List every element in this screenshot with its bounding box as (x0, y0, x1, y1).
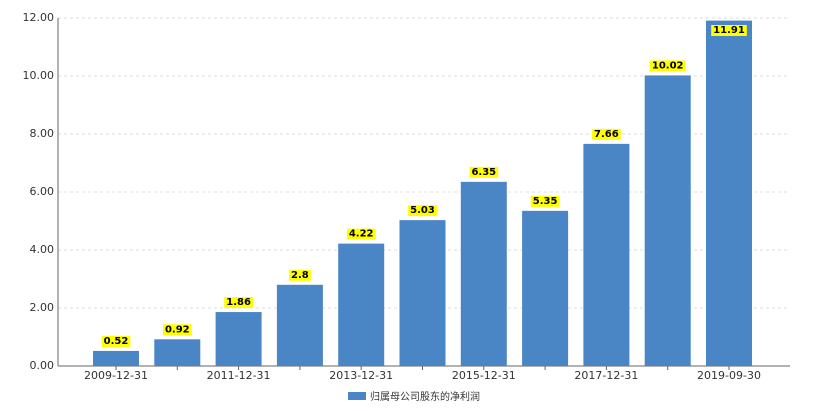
bar (522, 210, 569, 366)
bar (276, 284, 323, 366)
value-label: 1.86 (226, 297, 251, 308)
value-label: 0.92 (165, 324, 190, 335)
y-tick-label: 8.00 (30, 127, 55, 140)
value-label-bg (711, 25, 747, 36)
legend-label: 归属母公司股东的净利润 (370, 390, 480, 403)
value-label: 2.8 (291, 270, 309, 281)
value-label-group: 4.22 (346, 228, 376, 240)
value-label-group: 7.66 (592, 128, 621, 140)
value-label-group: 5.35 (530, 195, 560, 207)
value-label: 5.03 (410, 205, 435, 216)
y-tick-label: 0.00 (30, 359, 55, 372)
value-label: 4.22 (349, 229, 374, 240)
value-label-bg (649, 60, 686, 72)
y-tick-label: 10.00 (23, 69, 55, 82)
x-tick-label: 2011-12-31 (207, 369, 271, 382)
value-label-bg (224, 297, 253, 309)
value-label: 6.35 (471, 167, 496, 178)
x-tick-label: 2019-09-30 (697, 369, 761, 382)
y-tick-label: 12.00 (23, 11, 55, 24)
x-tick-label: 2013-12-31 (329, 369, 393, 382)
bar (215, 312, 262, 366)
x-tick-label: 2015-12-31 (452, 369, 516, 382)
value-label-group: 2.8 (289, 269, 311, 281)
y-tick-label: 4.00 (30, 243, 55, 256)
value-label-bg (162, 324, 192, 336)
bar (338, 243, 385, 366)
bar (644, 75, 691, 367)
bar (399, 220, 446, 366)
value-label-bg (101, 335, 131, 347)
legend-swatch (348, 392, 366, 400)
y-tick-label: 6.00 (30, 185, 55, 198)
value-label-group: 5.03 (408, 205, 437, 217)
value-label-group: 10.02 (649, 60, 686, 72)
value-label: 5.35 (533, 196, 558, 207)
value-label-bg (530, 195, 560, 207)
bar (460, 181, 507, 366)
value-label-bg (346, 228, 376, 240)
value-label-bg (408, 205, 437, 217)
value-label-group: 0.52 (101, 335, 131, 347)
bar (154, 339, 201, 366)
bar (93, 350, 139, 366)
value-label-bg (592, 128, 621, 140)
value-label-bg (289, 269, 311, 281)
value-label-group: 1.86 (224, 297, 253, 309)
value-label: 10.02 (652, 60, 684, 71)
value-label: 11.91 (713, 25, 745, 36)
value-label-group: 11.91 (711, 25, 747, 36)
value-label-group: 6.35 (469, 166, 499, 178)
bar (706, 20, 752, 367)
x-tick-label: 2017-12-31 (574, 369, 638, 382)
value-label: 7.66 (594, 129, 619, 140)
y-tick-label: 2.00 (30, 301, 55, 314)
value-label: 0.52 (104, 336, 129, 347)
value-label-group: 0.92 (162, 324, 192, 336)
value-label-bg (469, 166, 499, 178)
x-tick-label: 2009-12-31 (84, 369, 148, 382)
bar (583, 143, 630, 366)
